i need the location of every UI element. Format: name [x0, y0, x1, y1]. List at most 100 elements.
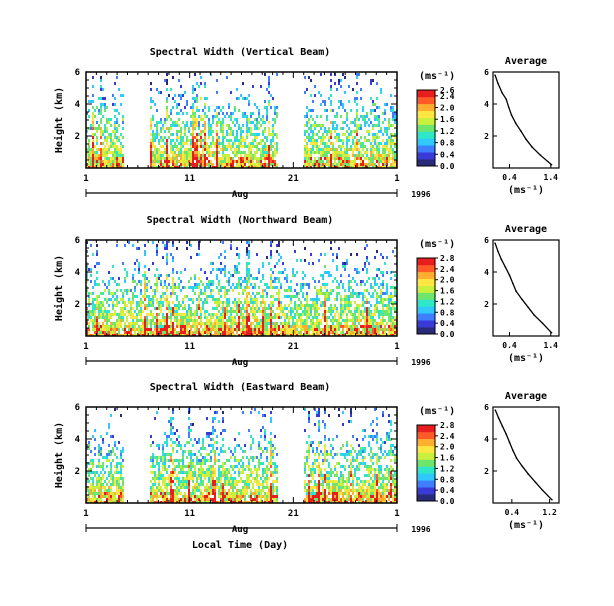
- heatmap-cell: [182, 142, 184, 145]
- heatmap-cell: [386, 292, 388, 295]
- heatmap-cell: [262, 148, 264, 151]
- heatmap-cell: [132, 298, 134, 301]
- heatmap-cell: [322, 277, 324, 280]
- heatmap-cell: [356, 145, 358, 148]
- heatmap-cell: [394, 154, 396, 157]
- heatmap-cell: [162, 145, 164, 148]
- heatmap-cell: [356, 319, 358, 322]
- heatmap-cell: [290, 289, 292, 292]
- heatmap-cell: [156, 328, 158, 331]
- heatmap-cell: [240, 277, 242, 280]
- heatmap-cell: [244, 331, 246, 334]
- heatmap-cell: [180, 325, 182, 328]
- heatmap-cell: [330, 247, 332, 250]
- heatmap-cell: [340, 304, 342, 307]
- heatmap-cell: [226, 157, 228, 160]
- heatmap-cell: [324, 307, 326, 310]
- heatmap-cell: [136, 307, 138, 310]
- heatmap-cell: [106, 453, 108, 456]
- heatmap-cell: [110, 139, 112, 142]
- heatmap-cell: [316, 313, 318, 316]
- heatmap-cell: [338, 160, 340, 163]
- heatmap-cell: [168, 483, 170, 486]
- heatmap-cell: [368, 307, 370, 310]
- heatmap-cell: [246, 301, 248, 304]
- heatmap-cell: [182, 94, 184, 97]
- heatmap-cell: [314, 127, 316, 130]
- heatmap-cell: [304, 313, 306, 316]
- heatmap-cell: [178, 492, 180, 495]
- heatmap-cell: [160, 127, 162, 130]
- heatmap-cell: [162, 489, 164, 492]
- heatmap-cell: [214, 325, 216, 328]
- heatmap-cell: [162, 316, 164, 319]
- heatmap-cell: [380, 295, 382, 298]
- heatmap-cell: [304, 163, 306, 166]
- heatmap-cell: [270, 154, 272, 157]
- heatmap-cell: [284, 304, 286, 307]
- heatmap-cell: [180, 271, 182, 274]
- heatmap-cell: [192, 139, 194, 142]
- heatmap-cell: [270, 160, 272, 163]
- heatmap-cell: [234, 271, 236, 274]
- heatmap-cell: [200, 97, 202, 100]
- heatmap-cell: [154, 495, 156, 498]
- heatmap-cell: [180, 142, 182, 145]
- heatmap-cell: [180, 154, 182, 157]
- heatmap-cell: [336, 307, 338, 310]
- heatmap-cell: [192, 130, 194, 133]
- heatmap-cell: [216, 277, 218, 280]
- heatmap-cell: [194, 310, 196, 313]
- heatmap-cell: [356, 310, 358, 313]
- heatmap-cell: [100, 118, 102, 121]
- heatmap-cell: [172, 432, 174, 435]
- heatmap-cell: [200, 82, 202, 85]
- heatmap-cell: [386, 256, 388, 259]
- heatmap-cell: [152, 289, 154, 292]
- heatmap-cell: [172, 307, 174, 310]
- heatmap-cell: [182, 307, 184, 310]
- heatmap-cell: [366, 313, 368, 316]
- heatmap-cell: [148, 304, 150, 307]
- heatmap-cell: [324, 136, 326, 139]
- heatmap-cell: [380, 160, 382, 163]
- heatmap-cell: [176, 498, 178, 501]
- heatmap-cell: [322, 328, 324, 331]
- heatmap-cell: [262, 313, 264, 316]
- heatmap-cell: [184, 465, 186, 468]
- heatmap-cell: [174, 495, 176, 498]
- heatmap-cell: [364, 265, 366, 268]
- heatmap-cell: [112, 331, 114, 334]
- heatmap-cell: [92, 286, 94, 289]
- heatmap-cell: [138, 301, 140, 304]
- heatmap-cell: [112, 450, 114, 453]
- heatmap-cell: [184, 124, 186, 127]
- heatmap-cell: [126, 310, 128, 313]
- heatmap-cell: [172, 426, 174, 429]
- heatmap-cell: [362, 160, 364, 163]
- heatmap-cell: [148, 322, 150, 325]
- heatmap-cell: [90, 244, 92, 247]
- heatmap-cell: [240, 313, 242, 316]
- heatmap-cell: [352, 325, 354, 328]
- heatmap-cell: [304, 247, 306, 250]
- heatmap-cell: [160, 331, 162, 334]
- heatmap-cell: [320, 160, 322, 163]
- heatmap-cell: [150, 486, 152, 489]
- heatmap-cell: [154, 289, 156, 292]
- heatmap-cell: [192, 151, 194, 154]
- heatmap-cell: [262, 295, 264, 298]
- heatmap-cell: [312, 148, 314, 151]
- heatmap-cell: [230, 247, 232, 250]
- heatmap-cell: [248, 316, 250, 319]
- heatmap-cell: [334, 148, 336, 151]
- colorbar-swatch: [417, 152, 435, 159]
- heatmap-cell: [244, 151, 246, 154]
- heatmap-cell: [168, 130, 170, 133]
- heatmap-cell: [338, 133, 340, 136]
- heatmap-cell: [196, 477, 198, 480]
- heatmap-cell: [194, 151, 196, 154]
- heatmap-cell: [176, 495, 178, 498]
- heatmap-cell: [156, 157, 158, 160]
- heatmap-cell: [260, 124, 262, 127]
